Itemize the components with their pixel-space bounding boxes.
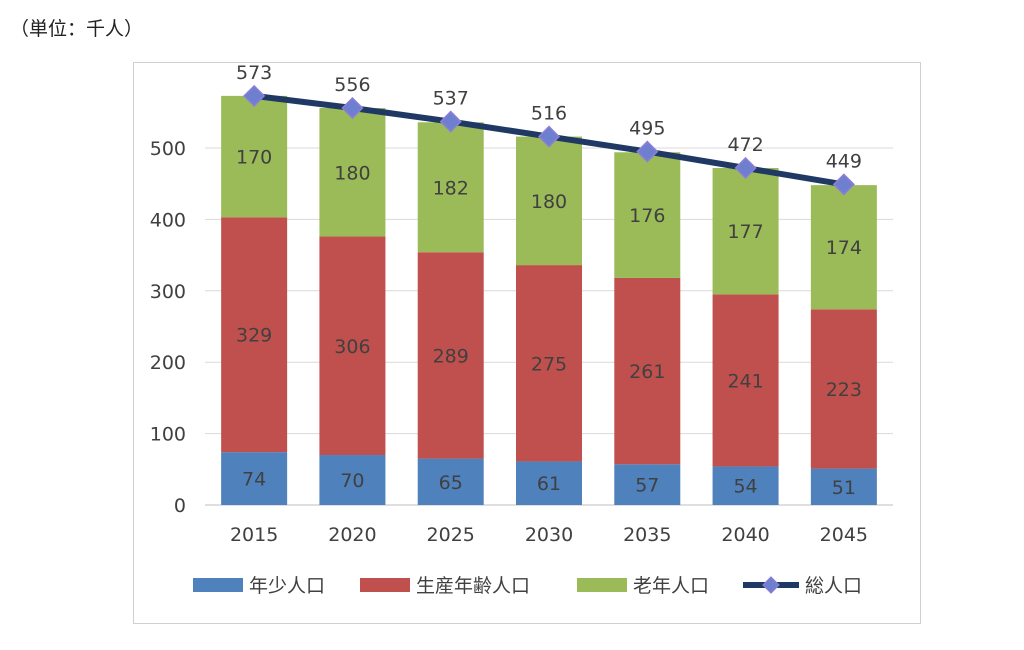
data-label: 180 bbox=[531, 191, 567, 213]
bar-segment bbox=[810, 468, 877, 505]
bar-segment bbox=[221, 452, 288, 505]
total-marker bbox=[734, 156, 757, 180]
total-marker bbox=[636, 140, 659, 163]
data-label: 176 bbox=[629, 205, 665, 227]
legend-label: 生産年齢人口 bbox=[416, 575, 530, 597]
total-label: 516 bbox=[531, 103, 567, 125]
x-tick-label: 2020 bbox=[328, 524, 376, 546]
data-labels: 74 329 170 70 306 180 65 289 182 61 275 180 57 261 176… bbox=[236, 62, 862, 499]
y-tick-label: 0 bbox=[174, 495, 186, 517]
total-marker bbox=[537, 125, 561, 148]
data-label: 223 bbox=[826, 379, 862, 401]
data-label: 306 bbox=[334, 336, 370, 358]
y-tick-label: 200 bbox=[150, 352, 186, 374]
total-label: 573 bbox=[236, 62, 272, 84]
legend: 年少人口 生産年齢人口 老年人口 総人口 bbox=[193, 575, 862, 597]
data-label: 180 bbox=[334, 162, 370, 184]
data-label: 329 bbox=[236, 325, 272, 347]
bar-segment bbox=[810, 185, 877, 310]
data-label: 74 bbox=[242, 469, 266, 491]
total-label: 537 bbox=[433, 88, 469, 110]
stacked-bars bbox=[221, 95, 877, 505]
bar-segment bbox=[319, 455, 386, 505]
data-label: 54 bbox=[733, 476, 757, 498]
bar-segment bbox=[614, 464, 681, 505]
total-line bbox=[243, 84, 855, 196]
data-label: 70 bbox=[340, 470, 364, 492]
bar-segment bbox=[319, 236, 386, 456]
total-marker bbox=[243, 84, 266, 107]
total-label: 449 bbox=[826, 150, 862, 172]
x-tick-label: 2035 bbox=[623, 524, 671, 546]
data-label: 261 bbox=[629, 361, 665, 383]
x-tick-label: 2025 bbox=[427, 524, 475, 546]
y-tick-label: 100 bbox=[150, 424, 186, 446]
bar-segment bbox=[516, 136, 582, 266]
data-label: 61 bbox=[537, 473, 561, 495]
legend-marker bbox=[762, 576, 780, 594]
legend-swatch bbox=[360, 578, 410, 592]
bar-segment bbox=[417, 458, 484, 505]
data-label: 182 bbox=[433, 177, 469, 199]
y-tick-label: 400 bbox=[150, 209, 186, 231]
legend-swatch bbox=[577, 578, 627, 592]
bar-segment bbox=[221, 95, 288, 218]
data-label: 51 bbox=[832, 477, 856, 499]
bar-segment bbox=[516, 265, 582, 462]
legend-label: 総人口 bbox=[805, 575, 862, 597]
total-label: 556 bbox=[334, 74, 370, 96]
legend-swatch bbox=[193, 578, 243, 592]
total-marker bbox=[439, 110, 462, 133]
data-label: 289 bbox=[433, 345, 469, 367]
y-tick-label: 500 bbox=[150, 138, 186, 160]
x-tick-label: 2045 bbox=[820, 524, 868, 546]
total-marker bbox=[832, 173, 855, 196]
data-label: 57 bbox=[635, 475, 659, 497]
x-tick-label: 2030 bbox=[525, 524, 573, 546]
data-label: 177 bbox=[727, 221, 763, 243]
total-marker bbox=[341, 96, 364, 120]
bar-segment bbox=[614, 152, 681, 278]
bar-segment bbox=[712, 466, 779, 505]
legend-label: 老年人口 bbox=[633, 575, 709, 597]
bar-segment bbox=[810, 309, 877, 469]
data-label: 241 bbox=[727, 370, 763, 392]
bar-segment bbox=[319, 108, 386, 237]
y-tick-label: 300 bbox=[150, 281, 186, 303]
bar-segment bbox=[712, 167, 779, 295]
bar-segment bbox=[516, 461, 582, 505]
bar-segment bbox=[417, 122, 484, 253]
legend-label: 年少人口 bbox=[249, 575, 325, 597]
total-label: 472 bbox=[727, 134, 763, 156]
total-label: 495 bbox=[629, 118, 665, 140]
x-tick-label: 2040 bbox=[721, 524, 769, 546]
bar-segment bbox=[417, 252, 484, 459]
bar-segment bbox=[712, 294, 779, 467]
x-tick-label: 2015 bbox=[230, 524, 278, 546]
bar-segment bbox=[614, 277, 681, 465]
axes: 0 100 200 300 400 500 2015 2020 2025 2030 2035 2040… bbox=[150, 138, 868, 546]
unit-label: （単位：千人） bbox=[10, 18, 144, 40]
data-label: 174 bbox=[826, 237, 862, 259]
data-label: 65 bbox=[439, 472, 463, 494]
data-label: 275 bbox=[531, 353, 567, 375]
bar-segment bbox=[221, 217, 288, 453]
data-label: 170 bbox=[236, 147, 272, 169]
